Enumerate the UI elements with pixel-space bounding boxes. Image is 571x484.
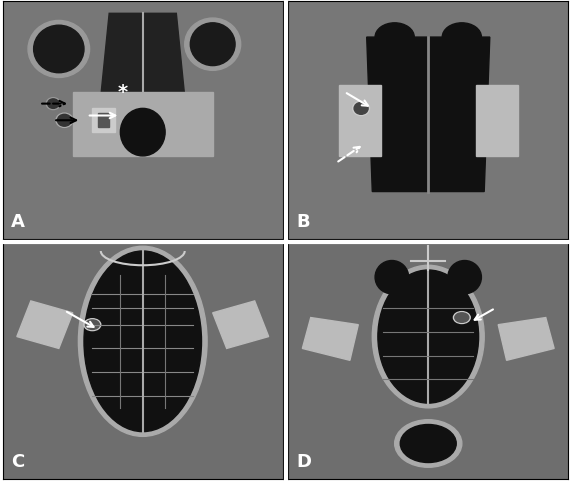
Ellipse shape [448,261,481,294]
Ellipse shape [400,424,456,463]
Polygon shape [212,301,268,348]
Ellipse shape [453,312,471,324]
Ellipse shape [395,420,462,468]
Text: C: C [11,452,25,469]
Ellipse shape [34,26,84,74]
Polygon shape [17,301,73,348]
Ellipse shape [56,114,73,128]
Bar [339,86,381,157]
Ellipse shape [78,247,207,437]
Ellipse shape [84,252,202,432]
Text: A: A [11,212,25,230]
Ellipse shape [442,24,481,52]
Text: *: * [118,83,128,102]
Ellipse shape [354,103,368,115]
Polygon shape [303,318,359,361]
Bar [98,114,109,128]
Ellipse shape [34,26,84,74]
Ellipse shape [375,261,409,294]
Ellipse shape [47,100,59,109]
Ellipse shape [400,424,456,463]
Ellipse shape [353,102,369,116]
Ellipse shape [86,320,99,330]
Bar [73,92,212,157]
Polygon shape [367,38,490,192]
Ellipse shape [455,313,469,323]
Ellipse shape [375,24,415,52]
Ellipse shape [354,103,368,115]
Text: D: D [297,452,312,469]
Ellipse shape [86,320,99,330]
Ellipse shape [47,100,59,109]
Ellipse shape [184,19,241,71]
Ellipse shape [372,266,484,408]
Ellipse shape [378,271,478,403]
Ellipse shape [378,271,478,403]
Polygon shape [498,318,554,361]
Ellipse shape [381,266,403,289]
Ellipse shape [453,266,476,289]
Ellipse shape [84,252,202,432]
Ellipse shape [190,24,235,66]
Ellipse shape [46,98,60,110]
Ellipse shape [84,319,100,331]
Bar [93,109,115,133]
Bar [476,86,518,157]
Ellipse shape [58,115,71,127]
Polygon shape [100,15,184,97]
Ellipse shape [120,109,165,157]
Text: B: B [297,212,311,230]
Ellipse shape [58,115,71,127]
Ellipse shape [28,21,90,78]
Ellipse shape [190,24,235,66]
Ellipse shape [455,313,469,323]
